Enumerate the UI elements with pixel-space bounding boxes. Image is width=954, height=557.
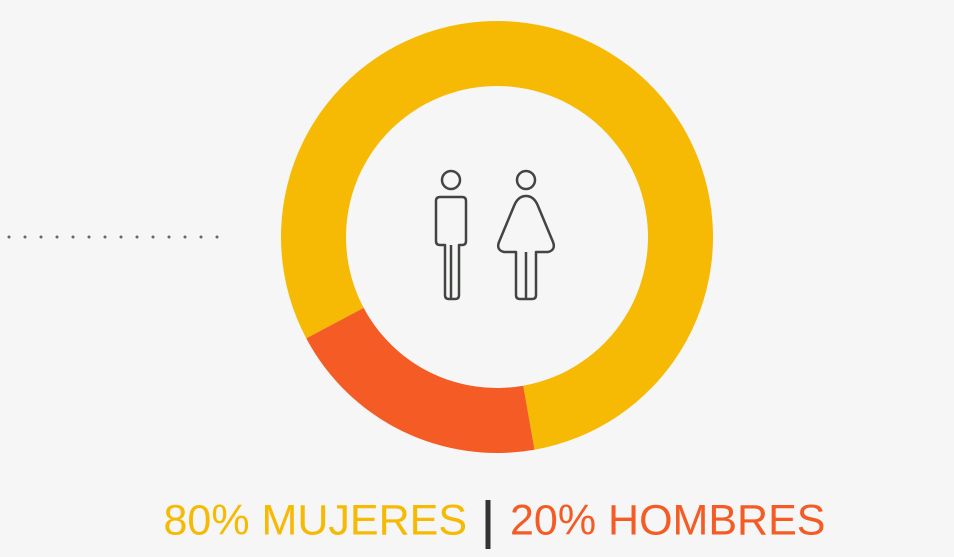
- people-icon: [434, 169, 556, 301]
- value-label: 20% HOMBRES: [510, 496, 825, 544]
- man-body: [434, 195, 468, 301]
- woman-head: [515, 169, 537, 191]
- woman-body: [496, 194, 556, 301]
- donut: [281, 21, 714, 454]
- man-head: [440, 169, 462, 191]
- donut-slice: [281, 21, 714, 450]
- donut-hole: [347, 87, 647, 387]
- donut-slice: [306, 307, 535, 454]
- value-label: 80% MUJERES: [164, 496, 467, 544]
